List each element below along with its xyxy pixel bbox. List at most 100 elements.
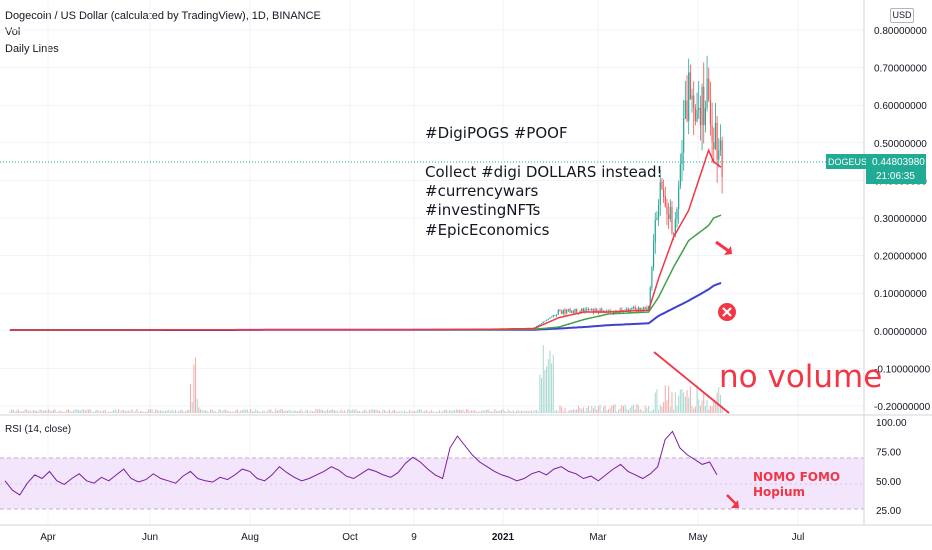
rsi-label[interactable]: RSI (14, close) [5, 424, 71, 435]
volume-bar [536, 410, 538, 413]
svg-text:#EpicEconomics: #EpicEconomics [425, 221, 550, 239]
time-tick-label: 9 [411, 532, 417, 543]
volume-bar [658, 409, 660, 413]
volume-bar [678, 395, 680, 413]
volume-bar [133, 411, 135, 413]
volume-bar [534, 409, 536, 413]
volume-bar [643, 411, 645, 413]
volume-bar [245, 409, 247, 413]
volume-bar [504, 410, 506, 413]
volume-bar [639, 409, 641, 413]
no-volume-annotation[interactable]: no volume [719, 359, 882, 395]
volume-bar [181, 409, 183, 413]
candle-body [693, 95, 695, 108]
volume-bar [54, 409, 56, 413]
candle-body [611, 310, 613, 312]
volume-bar [139, 411, 141, 413]
volume-bar [654, 392, 656, 413]
volume-bar [180, 410, 182, 413]
volume-bar [572, 409, 574, 413]
volume-bar [225, 409, 227, 413]
grid-lines [0, 0, 864, 525]
candle-body [632, 307, 635, 309]
volume-bar [419, 409, 421, 413]
volume-bar [305, 409, 307, 413]
volume-bar [128, 410, 130, 413]
candle-body [554, 315, 556, 316]
volume-bar [579, 407, 581, 413]
volume-bar [345, 411, 347, 413]
volume-bar [377, 410, 379, 413]
volume-bar [435, 411, 437, 413]
volume-bar [169, 411, 171, 413]
volume-bar [691, 405, 693, 413]
volume-bar [158, 411, 160, 413]
currency-button[interactable]: USD [890, 8, 914, 23]
arrow-down-icon[interactable] [715, 240, 732, 255]
volume-bar [532, 411, 534, 413]
volume-bar [566, 411, 568, 413]
volume-bar [469, 411, 471, 413]
hashtag-annotation[interactable]: #DigiPOGS #POOF Collect #digi DOLLARS in… [425, 124, 663, 239]
volume-bar [380, 411, 382, 413]
rsi-arrow-down-icon[interactable] [726, 494, 739, 508]
volume-bar [203, 410, 205, 413]
volume-bar [34, 410, 36, 413]
volume-bar [509, 411, 511, 413]
rsi-line [4, 430, 718, 496]
volume-bar [382, 409, 384, 413]
volume-bar [544, 369, 546, 413]
volume-bar [251, 411, 253, 413]
volume-bar [123, 409, 125, 413]
volume-bar [661, 406, 663, 413]
volume-bar [98, 410, 100, 413]
volume-bar [475, 411, 477, 413]
volume-bar [557, 411, 559, 413]
volume-bar [86, 409, 88, 413]
volume-bar [602, 406, 604, 413]
volume-bar [671, 392, 673, 413]
volume-bar [280, 409, 282, 413]
volume-bar [134, 411, 136, 413]
volume-bar [587, 405, 589, 413]
volume-bar [633, 404, 635, 413]
volume-bar [91, 411, 93, 413]
price-tick-label: 0.10000000 [874, 289, 927, 300]
volume-bar [444, 410, 446, 413]
volume-bar [696, 385, 698, 413]
hopium-annotation[interactable]: Hopium [753, 485, 805, 499]
volume-bar [432, 411, 434, 413]
volume-bar [221, 411, 223, 413]
close-circle-icon[interactable] [718, 303, 736, 321]
volume-bar [337, 410, 339, 413]
volume-bar [363, 409, 365, 413]
daily-lines-indicator-label[interactable]: Daily Lines [5, 43, 59, 55]
volume-bar [693, 408, 695, 413]
vol-indicator-label[interactable]: Vol [5, 26, 21, 38]
candle-body [708, 78, 710, 101]
volume-bar [673, 409, 675, 413]
volume-bar [470, 410, 472, 413]
volume-bar [210, 409, 212, 413]
time-scale: Apr Jun Aug Oct 9 2021 Mar May Jul [40, 532, 804, 543]
nomo-fomo-annotation[interactable]: NOMO FOMO [753, 470, 840, 484]
candle-body [683, 118, 685, 153]
volume-bar [584, 411, 586, 413]
volume-bar [547, 359, 549, 413]
volume-bar [656, 389, 658, 413]
volume-bar [510, 411, 512, 413]
volume-bar [713, 400, 715, 413]
volume-bar [288, 409, 290, 413]
volume-bar [589, 410, 591, 413]
volume-bar [594, 405, 596, 413]
volume-bar [500, 409, 502, 413]
candle-body [713, 142, 715, 150]
candle-body [587, 309, 589, 311]
volume-bar [465, 409, 467, 413]
trend-line[interactable] [653, 351, 730, 414]
volume-bar [567, 410, 569, 413]
volume-bar [49, 410, 51, 413]
volume-bar [455, 409, 457, 413]
volume-bar [19, 411, 21, 413]
